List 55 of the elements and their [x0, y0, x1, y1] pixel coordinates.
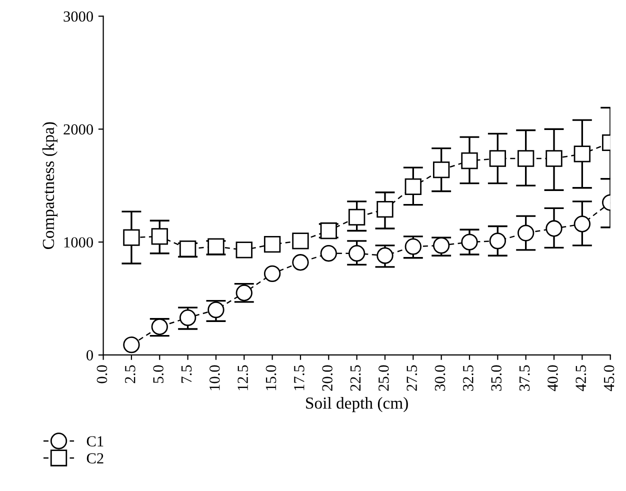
x-tick-label: 32.5 — [463, 365, 474, 391]
point — [320, 245, 337, 262]
y-tick-label: 0 — [86, 350, 93, 360]
point — [489, 150, 506, 167]
point — [348, 245, 366, 262]
point — [264, 236, 281, 253]
x-tick-label: 0.0 — [96, 365, 108, 384]
x-tick-label: 45.0 — [604, 365, 614, 392]
y-tick-label: 3000 — [64, 11, 93, 22]
y-tick-label: 1000 — [64, 237, 93, 248]
x-tick-label: 35.0 — [491, 365, 502, 391]
x-tick-label: 12.5 — [238, 365, 248, 390]
point — [292, 232, 309, 250]
point — [292, 254, 309, 271]
x-tick-label: 17.5 — [294, 365, 304, 390]
x-tick-label: 2.5 — [125, 365, 136, 384]
point — [461, 234, 478, 250]
point — [518, 224, 534, 242]
legend-label: C1 — [86, 436, 104, 446]
point — [546, 150, 562, 167]
x-tick-label: 5.0 — [153, 365, 164, 383]
x-tick-label: 22.5 — [350, 365, 361, 391]
point — [179, 309, 196, 326]
y-tick-label: 2000 — [64, 124, 93, 135]
x-tick-label: 10.0 — [209, 365, 220, 390]
x-tick-label: 37.5 — [519, 365, 530, 391]
point — [574, 146, 591, 162]
point — [461, 152, 478, 170]
x-axis-title: Soil depth (cm) — [306, 397, 408, 412]
point — [518, 150, 534, 167]
x-tick-label: 25.0 — [378, 365, 389, 391]
legend-label: C2 — [86, 453, 104, 464]
point — [546, 220, 562, 237]
point — [208, 301, 224, 318]
y-axis-title: Compactness (kpa) — [42, 122, 58, 250]
point — [574, 216, 591, 232]
point — [432, 161, 450, 178]
point — [376, 247, 394, 264]
point — [123, 229, 140, 246]
point — [376, 200, 394, 218]
point — [264, 265, 281, 282]
point — [404, 178, 422, 196]
point — [348, 208, 366, 226]
point — [236, 242, 252, 258]
x-tick-label: 20.0 — [322, 365, 333, 391]
x-tick-label: 7.5 — [181, 365, 192, 383]
point — [123, 336, 140, 354]
point — [489, 232, 506, 250]
point — [151, 228, 168, 245]
x-tick-label: 15.0 — [266, 365, 276, 390]
x-tick-label: 40.0 — [548, 365, 558, 392]
point — [404, 238, 422, 255]
x-tick-label: 27.5 — [406, 365, 418, 391]
x-tick-label: 30.0 — [434, 365, 446, 391]
x-tick-label: 42.5 — [576, 365, 586, 392]
